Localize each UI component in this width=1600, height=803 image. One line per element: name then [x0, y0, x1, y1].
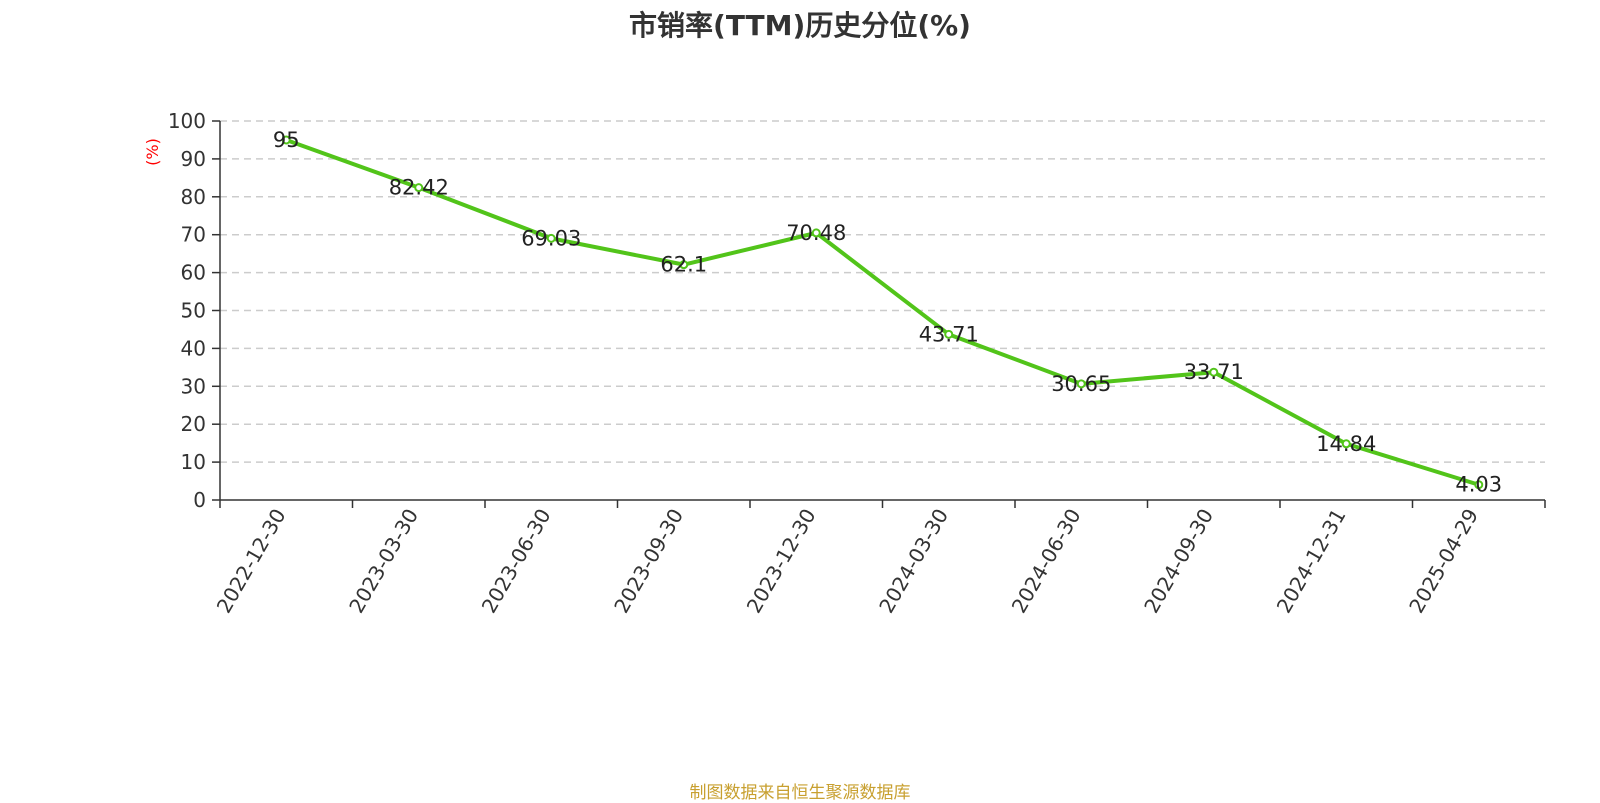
gridlines [220, 120, 1545, 463]
y-tick-label: 10 [181, 450, 206, 474]
x-tick-label: 2023-09-30 [609, 505, 688, 618]
y-tick-label: 40 [181, 336, 206, 360]
y-tick-label: 20 [181, 412, 206, 436]
x-tick-label: 2024-03-30 [874, 505, 953, 618]
chart-title: 市销率(TTM)历史分位(%) [629, 9, 971, 42]
x-tick-label: 2024-06-30 [1007, 505, 1086, 618]
data-point [281, 135, 291, 145]
x-tick-label: 2025-04-29 [1404, 505, 1483, 618]
y-axis-ticks: 0 10 20 30 40 50 60 70 80 90 100 [168, 109, 220, 512]
data-label: 33.71 [1184, 360, 1244, 384]
y-tick-label: 0 [193, 488, 206, 512]
y-tick-label: 80 [181, 185, 206, 209]
data-label: 4.03 [1455, 473, 1502, 497]
x-axis-ticks: 2022-12-30 2023-03-30 2023-06-30 2023-09-30… [212, 500, 1546, 618]
data-point [546, 233, 556, 243]
x-tick-label: 2023-03-30 [344, 505, 423, 618]
y-tick-label: 90 [181, 147, 206, 171]
y-tick-label: 100 [168, 109, 206, 133]
series [281, 135, 1484, 490]
data-labels: 95 82.42 69.03 62.1 70.48 43.71 30.65 33.71 14.8… [273, 128, 1502, 497]
data-point [1341, 439, 1351, 449]
data-label: 43.71 [919, 322, 979, 346]
data-point [679, 260, 689, 270]
y-tick-label: 50 [181, 299, 206, 323]
data-point [1076, 379, 1086, 389]
data-label: 82.42 [389, 176, 449, 200]
x-tick-label: 2023-12-30 [742, 505, 821, 618]
data-point [811, 228, 821, 238]
y-tick-label: 30 [181, 374, 206, 398]
x-tick-label: 2023-06-30 [477, 505, 556, 618]
data-label: 62.1 [660, 253, 707, 277]
data-point [1209, 367, 1219, 377]
data-label: 30.65 [1051, 372, 1111, 396]
series-line [285, 138, 1480, 487]
data-point [414, 183, 424, 193]
data-label: 95 [273, 128, 300, 152]
x-tick-label: 2024-12-31 [1272, 505, 1351, 618]
data-label: 69.03 [521, 226, 581, 250]
x-tick-label: 2022-12-30 [212, 505, 291, 618]
x-tick-label: 2024-09-30 [1139, 505, 1218, 618]
y-tick-label: 70 [181, 223, 206, 247]
source-note: 制图数据来自恒生聚源数据库 [689, 783, 911, 803]
data-label: 70.48 [786, 221, 846, 245]
data-point [944, 329, 954, 339]
data-label: 14.84 [1316, 432, 1376, 456]
y-axis-label: (%) [143, 138, 162, 166]
data-point [1474, 480, 1484, 490]
y-tick-label: 60 [181, 261, 206, 285]
